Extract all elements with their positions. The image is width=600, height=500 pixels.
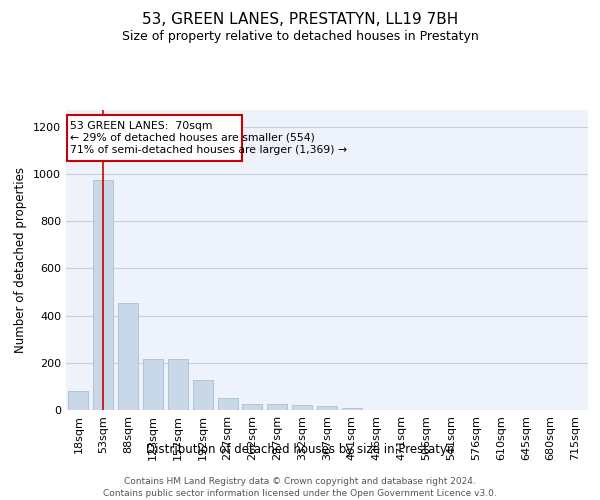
Bar	[317, 406, 337, 410]
Text: 53 GREEN LANES:  70sqm: 53 GREEN LANES: 70sqm	[70, 121, 213, 131]
Bar	[118, 302, 138, 410]
Bar	[168, 359, 188, 410]
Text: Contains public sector information licensed under the Open Government Licence v3: Contains public sector information licen…	[103, 489, 497, 498]
Bar	[268, 404, 287, 410]
Text: ← 29% of detached houses are smaller (554): ← 29% of detached houses are smaller (55…	[70, 133, 315, 143]
Text: 53, GREEN LANES, PRESTATYN, LL19 7BH: 53, GREEN LANES, PRESTATYN, LL19 7BH	[142, 12, 458, 28]
Text: 71% of semi-detached houses are larger (1,369) →: 71% of semi-detached houses are larger (…	[70, 144, 347, 154]
Bar	[193, 380, 212, 410]
Text: Contains HM Land Registry data © Crown copyright and database right 2024.: Contains HM Land Registry data © Crown c…	[124, 478, 476, 486]
Bar	[242, 404, 262, 410]
Bar	[218, 398, 238, 410]
Bar	[342, 408, 362, 410]
Text: Size of property relative to detached houses in Prestatyn: Size of property relative to detached ho…	[122, 30, 478, 43]
FancyBboxPatch shape	[67, 114, 242, 161]
Y-axis label: Number of detached properties: Number of detached properties	[14, 167, 28, 353]
Text: Distribution of detached houses by size in Prestatyn: Distribution of detached houses by size …	[146, 442, 454, 456]
Bar	[143, 359, 163, 410]
Bar	[68, 391, 88, 410]
Bar	[94, 180, 113, 410]
Bar	[292, 406, 312, 410]
